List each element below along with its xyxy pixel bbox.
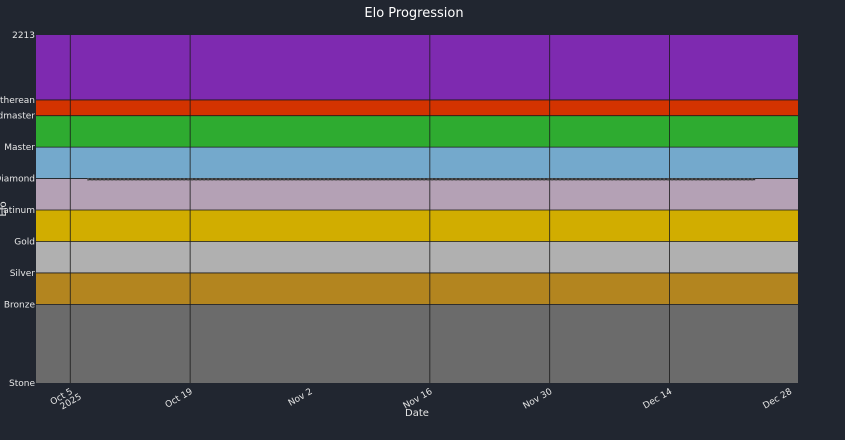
y-tick-label: Aetherean [0,96,35,106]
y-tick-label: Gold [14,237,35,247]
rank-band-aetherean [36,35,798,100]
x-axis-label: Date [405,408,429,419]
rank-band-silver [36,241,798,273]
chart-title: Elo Progression [364,6,463,21]
y-tick-label: Stone [9,379,35,389]
rank-band-platinum [36,178,798,211]
rank-band-gold [36,210,798,242]
y-tick-label: Platinum [0,206,35,216]
y-axis-ticks: Stone Bronze Silver Gold Platinum Diamond Mast… [0,31,35,389]
rank-band-grandmaster [36,99,798,116]
rank-band-stone [36,304,798,383]
rank-band-bronze [36,272,798,305]
y-tick-label: Master [4,143,35,153]
y-tick-label: Silver [10,269,36,279]
y-axis-label: Elo [0,201,9,216]
y-tick-label: Bronze [4,300,36,310]
y-tick-label: Grandmaster [0,112,35,122]
y-tick-label: 2213 [12,31,35,41]
gridlines [36,35,798,383]
rank-band-diamond [36,147,798,179]
rank-bands [36,35,798,383]
y-tick-label: Diamond [0,175,35,185]
rank-band-master [36,115,798,148]
